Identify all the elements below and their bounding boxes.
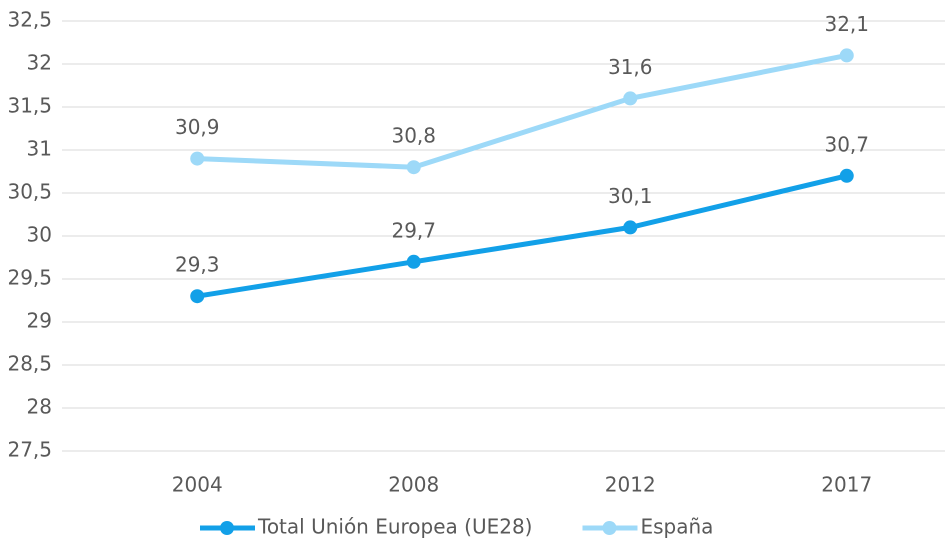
y-tick-label: 32,5 xyxy=(7,8,52,32)
point xyxy=(190,151,205,166)
point xyxy=(406,254,421,269)
y-tick-label: 27,5 xyxy=(7,438,52,462)
point xyxy=(623,220,638,235)
legend-marker xyxy=(220,521,234,535)
x-tick-label: 2017 xyxy=(821,473,872,497)
point xyxy=(839,168,854,183)
data-label: 29,7 xyxy=(391,218,436,242)
point xyxy=(839,48,854,63)
data-label: 30,7 xyxy=(824,132,869,156)
data-label: 32,1 xyxy=(824,12,869,36)
x-tick-label: 2012 xyxy=(605,473,656,497)
data-label: 30,1 xyxy=(608,184,653,208)
y-tick-label: 30,5 xyxy=(7,180,52,204)
point xyxy=(623,91,638,106)
point xyxy=(406,160,421,175)
data-label: 31,6 xyxy=(608,55,653,79)
x-tick-label: 2008 xyxy=(388,473,439,497)
y-tick-label: 31,5 xyxy=(7,94,52,118)
legend-label: España xyxy=(640,515,713,539)
y-tick-label: 31 xyxy=(27,137,52,161)
y-tick-label: 28,5 xyxy=(7,352,52,376)
data-label: 30,9 xyxy=(175,115,220,139)
y-tick-label: 29 xyxy=(27,309,52,333)
y-tick-label: 32 xyxy=(27,51,52,75)
y-tick-label: 28 xyxy=(27,395,52,419)
series-line xyxy=(197,52,848,170)
legend-marker xyxy=(602,521,617,535)
point xyxy=(190,289,205,304)
series-line xyxy=(196,173,848,299)
data-label: 30,8 xyxy=(391,124,436,148)
x-tick-label: 2004 xyxy=(172,473,223,497)
data-label: 29,3 xyxy=(175,253,220,277)
y-tick-label: 29,5 xyxy=(7,266,52,290)
legend-label: Total Unión Europea (UE28) xyxy=(257,515,532,539)
y-tick-label: 30 xyxy=(27,223,52,247)
